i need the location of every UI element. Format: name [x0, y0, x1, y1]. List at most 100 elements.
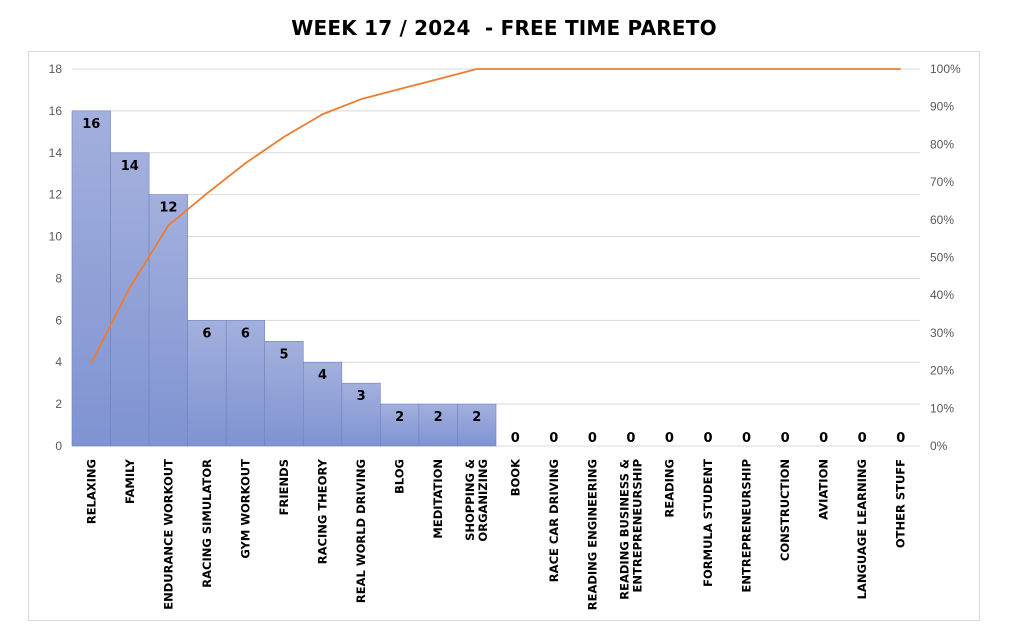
cumulative-line: [90, 68, 901, 364]
data-label: 6: [202, 326, 211, 341]
data-label: 12: [159, 201, 177, 216]
category-label-line: BLOG: [393, 459, 407, 494]
y-tick-label: 6: [55, 313, 62, 327]
data-label: 6: [241, 326, 250, 341]
data-label: 0: [896, 431, 905, 446]
category-label: REAL WORLD DRIVING: [354, 459, 368, 603]
category-label-line: ENDURANCE WORKOUT: [161, 459, 175, 610]
category-label: RACING THEORY: [316, 458, 330, 564]
data-label: 2: [395, 410, 404, 425]
y2-tick-label: 80%: [930, 137, 954, 151]
y2-tick-label: 0%: [930, 439, 948, 453]
category-label: CONSTRUCTION: [778, 459, 792, 561]
category-label: BOOK: [508, 458, 522, 496]
bar: [71, 110, 111, 447]
category-label-line: RACING THEORY: [316, 458, 330, 564]
data-label: 5: [279, 347, 288, 362]
y-tick-label: 10: [49, 230, 63, 244]
y2-tick-label: 70%: [930, 175, 954, 189]
category-label: READING ENGINEERING: [585, 459, 599, 610]
category-label: RELAXING: [84, 459, 98, 524]
category-label: ENTREPRENEURSHIP: [740, 459, 754, 592]
chart-frame: [28, 51, 980, 621]
y2-tick-label: 20%: [930, 364, 954, 378]
left-axis: 0 2 4 6 8 10 12 14 16 18: [49, 62, 63, 453]
category-label: READING BUSINESS & ENTREPRENEURSHIP: [617, 459, 644, 600]
category-label-line: FAMILY: [123, 458, 137, 504]
data-label: 0: [511, 431, 520, 446]
y-tick-label: 4: [55, 355, 62, 369]
bars: [71, 110, 497, 447]
category-label: SHOPPING & ORGANIZING: [463, 459, 490, 542]
category-label-line: READING: [662, 459, 676, 518]
y2-tick-label: 100%: [930, 62, 961, 76]
bar: [225, 320, 266, 447]
y-tick-label: 14: [49, 146, 63, 160]
data-label: 3: [357, 389, 366, 404]
category-label-line: CONSTRUCTION: [778, 459, 792, 561]
category-label: READING: [662, 459, 676, 518]
category-label-line: ENTREPRENEURSHIP: [630, 459, 644, 592]
bar: [110, 152, 150, 447]
bar: [457, 403, 497, 447]
data-label: 0: [819, 431, 828, 446]
bar: [148, 194, 188, 447]
data-label: 16: [82, 117, 100, 132]
category-label: GYM WORKOUT: [238, 459, 252, 559]
category-label-line: ORGANIZING: [476, 459, 490, 542]
category-label: OTHER STUFF: [894, 459, 908, 548]
category-label-line: FRIENDS: [277, 459, 291, 515]
category-label-line: OTHER STUFF: [894, 459, 908, 548]
category-label-line: BOOK: [508, 458, 522, 496]
category-label: RACING SIMULATOR: [200, 459, 214, 588]
data-label: 0: [742, 431, 751, 446]
category-label-line: MEDITATION: [431, 459, 445, 539]
bar: [341, 382, 381, 447]
data-label: 14: [121, 159, 139, 174]
data-label: 0: [665, 431, 674, 446]
data-labels: 16 14 12 6 6 5 4 3 2 2 2 0 0 0 0 0 0 0 0 0 0 0: [82, 117, 905, 446]
bar: [264, 340, 304, 447]
data-label: 0: [858, 431, 867, 446]
category-label-line: REAL WORLD DRIVING: [354, 459, 368, 603]
data-label: 2: [434, 410, 443, 425]
category-label-line: RACE CAR DRIVING: [547, 459, 561, 582]
category-label-line: SHOPPING &: [463, 459, 477, 541]
y-tick-label: 8: [55, 271, 62, 285]
category-label-line: READING ENGINEERING: [585, 459, 599, 610]
category-label: FAMILY: [123, 458, 137, 504]
y-tick-label: 16: [49, 104, 63, 118]
y2-tick-label: 40%: [930, 288, 954, 302]
chart-title: WEEK 17 / 2024 - FREE TIME PARETO: [291, 16, 717, 40]
category-label-line: AVIATION: [817, 459, 831, 520]
category-label: AVIATION: [817, 459, 831, 520]
category-label-line: RELAXING: [84, 459, 98, 524]
category-label-line: LANGUAGE LEARNING: [855, 459, 869, 599]
category-label: ENDURANCE WORKOUT: [161, 459, 175, 610]
y2-tick-label: 50%: [930, 251, 954, 265]
category-label: MEDITATION: [431, 459, 445, 539]
bar: [187, 320, 227, 447]
y2-tick-label: 60%: [930, 213, 954, 227]
right-axis: 0% 10% 20% 30% 40% 50% 60% 70% 80% 90% 100%: [930, 62, 961, 453]
y-tick-label: 2: [55, 397, 62, 411]
data-label: 4: [318, 368, 327, 383]
category-label-line: GYM WORKOUT: [238, 459, 252, 559]
category-label: RACE CAR DRIVING: [547, 459, 561, 582]
y2-tick-label: 30%: [930, 326, 954, 340]
data-label: 0: [703, 431, 712, 446]
data-label: 2: [472, 410, 481, 425]
y2-tick-label: 90%: [930, 100, 954, 114]
category-labels: RELAXING FAMILY ENDURANCE WORKOUT RACING SI…: [84, 458, 907, 610]
category-label: LANGUAGE LEARNING: [855, 459, 869, 599]
y-tick-label: 12: [49, 188, 63, 202]
y2-tick-label: 10%: [930, 401, 954, 415]
data-label: 0: [781, 431, 790, 446]
data-label: 0: [549, 431, 558, 446]
category-label-line: RACING SIMULATOR: [200, 459, 214, 588]
y-tick-label: 0: [55, 439, 62, 453]
category-label: FRIENDS: [277, 459, 291, 515]
data-label: 0: [588, 431, 597, 446]
bar: [302, 361, 343, 447]
